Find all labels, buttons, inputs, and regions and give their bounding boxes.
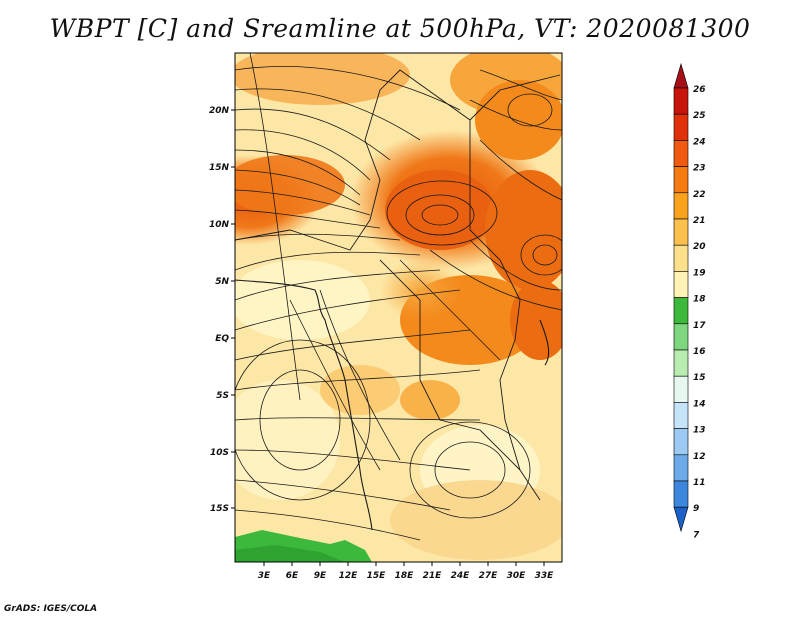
colorbar-label: 20: [693, 242, 706, 252]
lon-label: 18E: [395, 571, 415, 581]
credit-label: GrADS: IGES/COLA: [4, 604, 98, 614]
lat-label: EQ: [215, 334, 229, 344]
colorbar-label: 17: [693, 321, 706, 331]
lon-label: 3E: [258, 571, 271, 581]
colorbar-label: 25: [693, 111, 706, 121]
colorbar-label: 23: [693, 164, 706, 174]
lat-label: 15N: [209, 163, 230, 173]
colorbar-bottom-arrow: [673, 506, 689, 533]
colorbar-segment: [673, 192, 689, 220]
colorbar-label: 19: [693, 268, 706, 278]
colorbar-segment: [673, 166, 689, 194]
lat-label: 5S: [216, 391, 229, 401]
colorbar: 26 25 24 23 22 21 20 19 18 17 16 15 14 13 12 11 9 7: [673, 62, 706, 540]
longitude-axis: 3E 6E 9E 12E 15E 18E 21E 24E 27E 30E 33E: [258, 562, 554, 581]
lon-label: 6E: [286, 571, 299, 581]
colorbar-label: 22: [693, 190, 706, 200]
colorbar-segment: [673, 113, 689, 141]
colorbar-segment: [673, 375, 689, 403]
map-frame: [234, 52, 563, 563]
colorbar-label: 14: [693, 399, 706, 409]
colorbar-segment: [673, 87, 689, 115]
colorbar-label: 9: [693, 504, 699, 514]
colorbar-label: 26: [693, 85, 706, 95]
colorbar-label: 12: [693, 452, 706, 462]
colorbar-label: 16: [693, 347, 706, 357]
colorbar-label: 11: [693, 478, 706, 488]
colorbar-label: 18: [693, 295, 706, 305]
latitude-axis: 20N 15N 10N 5N EQ 5S 10S 15S: [209, 106, 235, 514]
colorbar-top-arrow: [673, 62, 689, 89]
map-title: WBPT [C] and Sreamline at 500hPa, VT: 20…: [49, 14, 751, 43]
lat-label: 15S: [210, 504, 229, 514]
lon-label: 15E: [367, 571, 387, 581]
lon-label: 9E: [314, 571, 327, 581]
lon-label: 24E: [451, 571, 471, 581]
lon-label: 21E: [423, 571, 443, 581]
colorbar-segment: [673, 454, 689, 482]
lat-label: 5N: [215, 277, 229, 287]
lon-label: 12E: [339, 571, 359, 581]
colorbar-segment: [673, 140, 689, 167]
colorbar-segment: [673, 244, 689, 272]
colorbar-segment: [673, 480, 689, 508]
colorbar-segment: [673, 218, 689, 246]
lon-label: 27E: [479, 571, 499, 581]
colorbar-label: 21: [693, 216, 706, 226]
colorbar-label: 15: [693, 373, 706, 383]
colorbar-segment: [673, 428, 689, 456]
colorbar-label: 13: [693, 426, 706, 436]
colorbar-segment: [673, 402, 689, 429]
lat-label: 20N: [209, 106, 230, 116]
lat-label: 10N: [209, 220, 230, 230]
colorbar-segment: [673, 323, 689, 351]
colorbar-label: 24: [693, 137, 706, 147]
colorbar-segment: [673, 271, 689, 298]
lon-label: 33E: [535, 571, 555, 581]
colorbar-label: 7: [693, 530, 700, 540]
lat-label: 10S: [210, 448, 229, 458]
colorbar-segment: [673, 349, 689, 377]
lon-label: 30E: [507, 571, 527, 581]
wbpt-shading: [235, 53, 562, 562]
streamlines: [235, 53, 562, 541]
colorbar-segment: [673, 297, 689, 325]
